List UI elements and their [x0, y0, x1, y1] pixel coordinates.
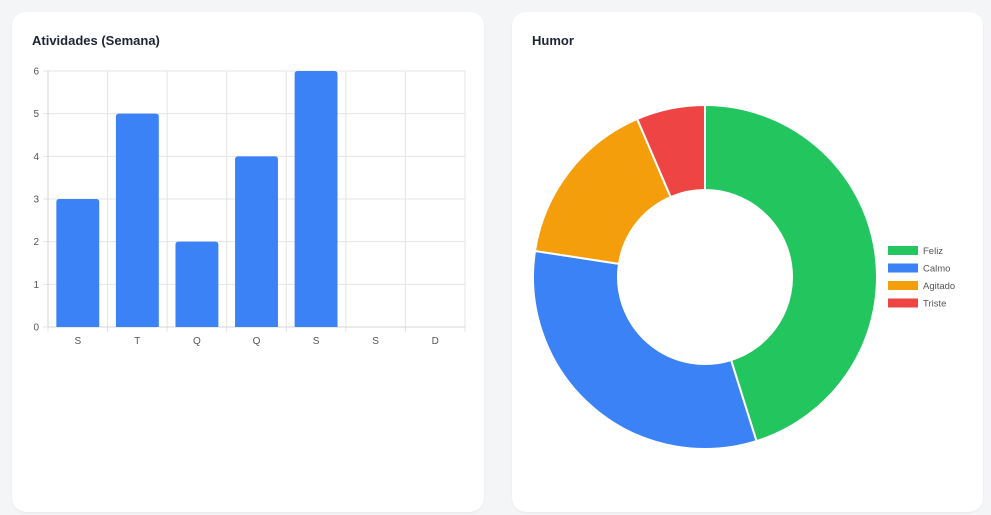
x-tick-label: S — [74, 336, 81, 347]
x-tick-label: Q — [193, 336, 201, 347]
y-tick-label: 3 — [33, 195, 39, 206]
x-tick-label: T — [134, 336, 140, 347]
y-tick-label: 4 — [33, 152, 39, 163]
y-tick-label: 2 — [33, 237, 39, 248]
x-tick-label: Q — [253, 336, 261, 347]
x-tick-label: D — [432, 336, 439, 347]
legend-swatch — [888, 298, 918, 308]
bar[interactable] — [294, 71, 338, 327]
doughnut-slice-feliz[interactable] — [704, 103, 878, 443]
legend-swatch — [888, 281, 918, 290]
mood-title: Humor — [532, 33, 574, 48]
legend-label[interactable]: Feliz — [923, 246, 943, 257]
doughnut-slice-calmo[interactable] — [532, 249, 758, 450]
x-tick-label: S — [372, 336, 379, 347]
legend-label[interactable]: Triste — [923, 299, 946, 310]
bar[interactable] — [235, 156, 278, 327]
y-tick-label: 1 — [33, 280, 39, 291]
y-tick-label: 0 — [33, 323, 39, 334]
bar[interactable] — [56, 199, 100, 327]
activities-title: Atividades (Semana) — [32, 33, 160, 48]
legend-swatch — [888, 246, 918, 255]
doughnut-slice-triste[interactable] — [635, 103, 706, 199]
x-tick-label: S — [313, 336, 320, 347]
bar[interactable] — [175, 241, 219, 327]
bar[interactable] — [115, 113, 159, 328]
mood-doughnut-chart: Feliz Calmo Agitado Triste — [532, 103, 955, 450]
legend-label[interactable]: Agitado — [923, 281, 955, 292]
y-tick-label: 6 — [33, 67, 39, 78]
y-tick-label: 5 — [33, 109, 39, 120]
activities-bar-chart: 0 1 2 3 4 5 6 S T Q Q S S D — [33, 67, 466, 347]
activities-card: Atividades (Semana) 0 1 2 3 4 5 6 S T Q Q S S D — [12, 12, 484, 512]
legend-swatch — [888, 263, 918, 273]
legend-label[interactable]: Calmo — [923, 264, 950, 275]
mood-card: Humor Feliz Calmo Agitado Triste — [512, 12, 983, 512]
